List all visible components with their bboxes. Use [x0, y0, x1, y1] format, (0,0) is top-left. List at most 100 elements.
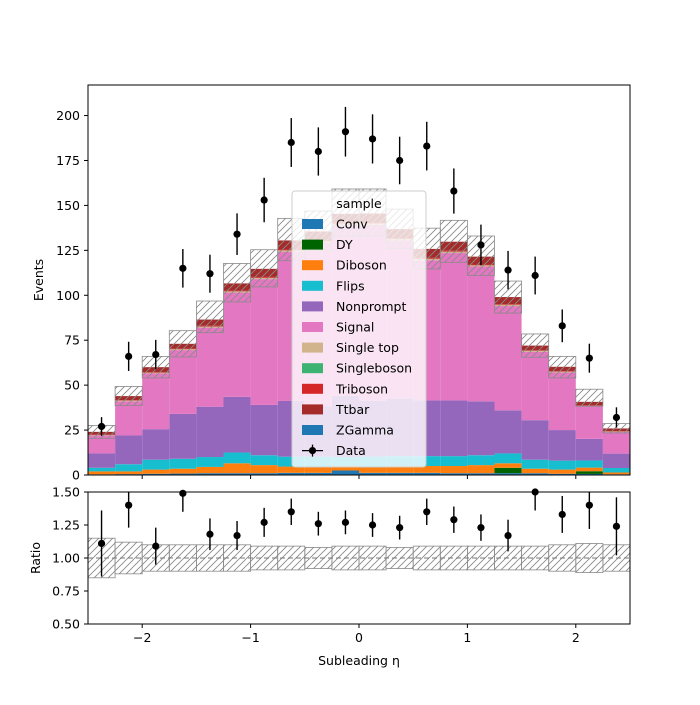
data-point-bin-5 — [233, 231, 240, 238]
mc-uncertainty-band-bin-17 — [549, 356, 576, 378]
mc-uncertainty-band-bin-6 — [251, 250, 278, 287]
y-tick-label: 0 — [72, 468, 80, 483]
bar-diboson-bin-4 — [196, 467, 223, 473]
ratio-y-tick-label: 0.75 — [52, 584, 80, 599]
bar-signal-bin-5 — [224, 293, 251, 397]
bar-nonprompt-bin-17 — [549, 430, 576, 461]
data-point-bin-8 — [315, 148, 322, 155]
bar-nonprompt-bin-3 — [169, 414, 196, 459]
bar-flips-bin-18 — [576, 460, 603, 467]
legend-label-diboson: Diboson — [336, 258, 387, 273]
ratio-point-bin-0 — [98, 540, 105, 547]
bar-diboson-bin-13 — [440, 466, 467, 473]
legend-label-dy: DY — [336, 237, 353, 252]
ratio-point-bin-17 — [559, 511, 566, 518]
legend-label-zgamma: ZGamma — [336, 423, 394, 438]
x-tick-label: 2 — [572, 630, 580, 645]
ratio-point-bin-5 — [233, 532, 240, 539]
y-axis-label-ratio: Ratio — [28, 542, 43, 574]
data-point-bin-10 — [369, 135, 376, 142]
bar-signal-bin-13 — [440, 253, 467, 400]
data-point-bin-13 — [450, 187, 457, 194]
mc-uncertainty-band-bin-4 — [196, 301, 223, 333]
data-point-bin-14 — [477, 241, 484, 248]
legend-swatch-triboson — [302, 384, 323, 394]
ratio-point-bin-6 — [261, 519, 268, 526]
legend-label-triboson: Triboson — [335, 381, 388, 396]
bar-nonprompt-bin-6 — [251, 405, 278, 455]
data-point-bin-0 — [98, 423, 105, 430]
y-tick-label: 175 — [56, 153, 80, 168]
legend-swatch-singleboson — [302, 363, 323, 373]
data-point-bin-4 — [206, 270, 213, 277]
bar-nonprompt-bin-14 — [467, 401, 494, 455]
data-point-bin-2 — [152, 351, 159, 358]
ratio-point-bin-10 — [369, 521, 376, 528]
bar-diboson-bin-1 — [115, 471, 142, 474]
bar-diboson-bin-18 — [576, 468, 603, 472]
bar-signal-bin-15 — [495, 306, 522, 410]
ratio-point-bin-3 — [179, 490, 186, 497]
legend-label-nonprompt: Nonprompt — [336, 299, 406, 314]
ratio-point-bin-4 — [206, 531, 213, 538]
bar-flips-bin-0 — [88, 468, 115, 472]
bar-nonprompt-bin-4 — [196, 407, 223, 457]
bar-diboson-bin-17 — [549, 470, 576, 474]
bar-flips-bin-15 — [495, 453, 522, 463]
bar-diboson-bin-2 — [142, 470, 169, 474]
bar-flips-bin-1 — [115, 464, 142, 471]
bar-signal-bin-2 — [142, 373, 169, 429]
ratio-point-bin-13 — [450, 516, 457, 523]
data-point-bin-9 — [342, 128, 349, 135]
ratio-y-tick-label: 1.00 — [52, 551, 80, 566]
legend-swatch-nonprompt — [302, 301, 323, 311]
bar-nonprompt-bin-13 — [440, 400, 467, 456]
bar-nonprompt-bin-15 — [495, 410, 522, 453]
bar-nonprompt-bin-0 — [88, 453, 115, 467]
bar-flips-bin-3 — [169, 459, 196, 469]
ratio-y-tick-label: 0.50 — [52, 617, 80, 632]
bar-flips-bin-2 — [142, 460, 169, 470]
bar-signal-bin-19 — [603, 432, 630, 454]
x-tick-label: 0 — [355, 630, 363, 645]
bar-signal-bin-18 — [576, 407, 603, 439]
bar-signal-bin-4 — [196, 328, 223, 407]
y-tick-label: 100 — [56, 288, 80, 303]
ratio-point-bin-2 — [152, 543, 159, 550]
ratio-point-bin-8 — [315, 520, 322, 527]
bar-diboson-bin-19 — [603, 472, 630, 474]
legend: sample ConvDYDibosonFlipsNonpromptSignal… — [292, 191, 426, 467]
data-point-bin-11 — [396, 157, 403, 164]
x-axis-label: Subleading η — [318, 653, 400, 668]
y-tick-label: 25 — [64, 423, 80, 438]
legend-swatch-flips — [302, 281, 323, 291]
bar-flips-bin-14 — [467, 455, 494, 465]
legend-swatch-diboson — [302, 260, 323, 270]
ratio-point-bin-15 — [504, 532, 511, 539]
legend-marker-data — [309, 447, 316, 454]
bar-nonprompt-bin-2 — [142, 429, 169, 460]
mc-uncertainty-band-bin-3 — [169, 331, 196, 357]
bar-dy-bin-18 — [576, 471, 603, 474]
bar-nonprompt-bin-19 — [603, 454, 630, 468]
legend-swatch-dy — [302, 240, 323, 250]
bar-flips-bin-5 — [224, 453, 251, 464]
bar-diboson-bin-15 — [495, 463, 522, 467]
bar-conv-bin-9 — [332, 471, 359, 475]
data-point-bin-19 — [613, 414, 620, 421]
bar-signal-bin-6 — [251, 279, 278, 405]
legend-swatch-single-top — [302, 343, 323, 353]
mc-uncertainty-band-bin-16 — [522, 334, 549, 357]
bar-signal-bin-1 — [115, 401, 142, 435]
bar-diboson-bin-3 — [169, 469, 196, 474]
data-point-bin-17 — [559, 322, 566, 329]
bar-nonprompt-bin-1 — [115, 435, 142, 464]
bar-diboson-bin-6 — [251, 465, 278, 473]
bar-signal-bin-17 — [549, 373, 576, 431]
legend-label-flips: Flips — [336, 278, 365, 293]
ratio-point-bin-9 — [342, 519, 349, 526]
data-point-bin-3 — [179, 265, 186, 272]
ratio-y-tick-label: 1.25 — [52, 518, 80, 533]
